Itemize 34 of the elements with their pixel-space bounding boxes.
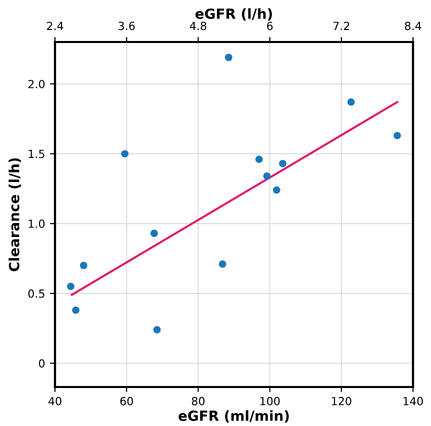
- x-axis-title: eGFR (ml/min): [178, 410, 289, 423]
- y-axis-title: Clearance (l/h): [8, 158, 21, 272]
- x-tick-label: 80: [192, 396, 205, 406]
- x-tick-label: 40: [48, 396, 62, 406]
- x-tick-label: 60: [120, 396, 133, 406]
- x-tick-label: 100: [260, 396, 280, 406]
- point: [72, 306, 80, 314]
- point: [255, 156, 263, 163]
- point: [279, 160, 286, 168]
- x2-tick-label: 2.4: [46, 22, 64, 30]
- point: [153, 326, 161, 334]
- point: [394, 132, 401, 140]
- point: [67, 282, 74, 290]
- x2-axis-title: eGFR (l/h): [195, 8, 272, 21]
- x-tick-label: 120: [332, 396, 352, 406]
- point: [150, 230, 158, 238]
- y-tick-label: 1.5: [28, 150, 44, 158]
- x2-tick-label: 7.2: [333, 22, 350, 30]
- x2-tick-label: 3.6: [118, 22, 135, 30]
- point: [347, 98, 355, 106]
- point: [80, 262, 88, 270]
- point: [121, 150, 128, 158]
- x2-tick-label: 4.8: [190, 22, 206, 30]
- x-tick-label: 140: [404, 396, 423, 406]
- y-tick-label: 0.5: [28, 289, 44, 298]
- point: [218, 260, 226, 268]
- y-tick-label: 1.0: [28, 220, 45, 228]
- x2-tick-label: 6: [267, 22, 273, 30]
- point: [272, 186, 280, 194]
- y-tick-label: 2.0: [28, 80, 45, 88]
- x2-tick-label: 8.4: [404, 22, 422, 30]
- point: [224, 54, 232, 62]
- point: [263, 172, 271, 180]
- y-tick-label: 0: [38, 359, 45, 368]
